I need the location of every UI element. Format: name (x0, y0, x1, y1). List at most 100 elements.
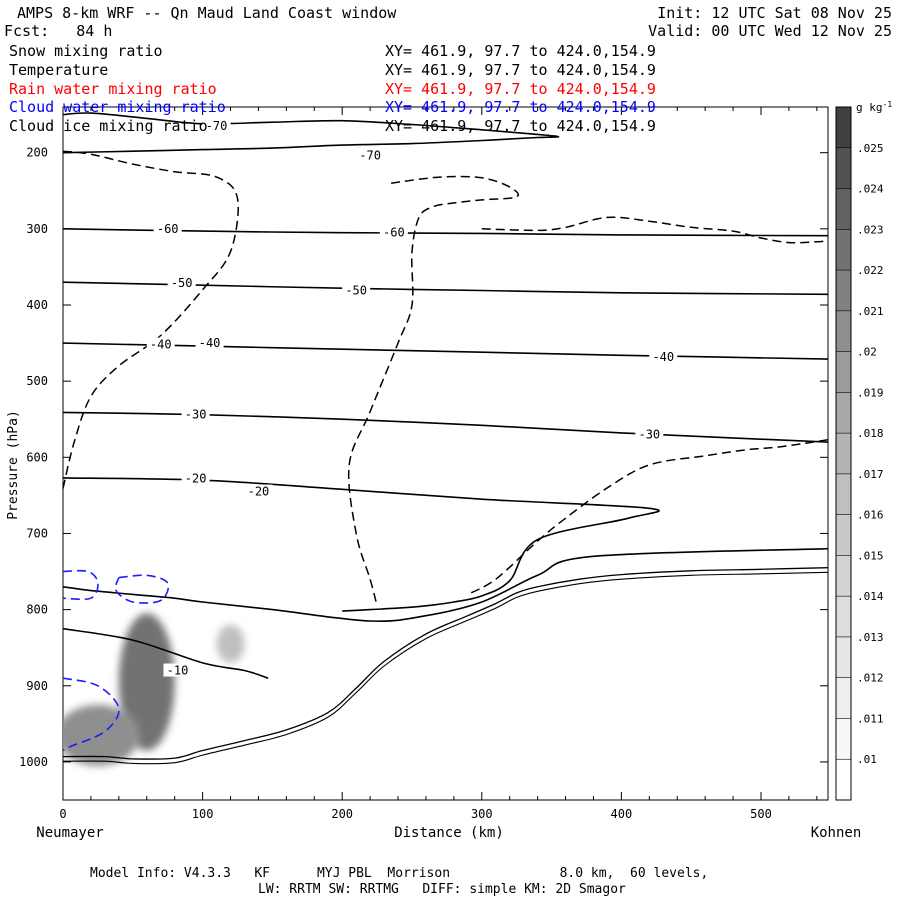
terrain-layer (63, 567, 828, 765)
y-tick-label: 200 (26, 146, 48, 160)
x-tick-label: 500 (750, 807, 772, 821)
contour-label-bg (635, 427, 664, 441)
colorbar-swatch (836, 229, 851, 271)
colorbar-swatch (836, 596, 851, 638)
legend-xy: XY= 461.9, 97.7 to 424.0,154.9 (385, 98, 656, 116)
cloud-water-contour (63, 569, 99, 601)
contour-label-bg (163, 663, 192, 677)
contour-label: -10 (167, 664, 189, 678)
colorbar-tick-label: .013 (857, 631, 884, 644)
x-axis-ticks: 0 100 200 300 400 500 (59, 107, 818, 821)
contour-label: -40 (652, 350, 674, 364)
snow-dashed-contour (481, 216, 828, 244)
y-tick-label: 800 (26, 603, 48, 617)
y-tick-label: 700 (26, 526, 48, 540)
contour-label: -20 (248, 485, 270, 499)
contour-label: -60 (383, 226, 405, 240)
legend-label: Cloud water mixing ratio (9, 98, 226, 116)
y-tick-label: 900 (26, 679, 48, 693)
legend-xy: XY= 461.9, 97.7 to 424.0,154.9 (385, 61, 656, 79)
y-tick-label: 600 (26, 450, 48, 464)
model-info-line2: LW: RRTM SW: RRTMG DIFF: simple KM: 2D S… (258, 882, 626, 897)
left-endpoint-label: Neumayer (36, 825, 103, 841)
colorbar-tick-label: .01 (857, 753, 877, 766)
chart-title: AMPS 8-km WRF -- Qn Maud Land Coast wind… (17, 4, 397, 22)
colorbar-swatch (836, 514, 851, 556)
colorbar-tick-label: .017 (857, 468, 884, 481)
colorbar-swatch (836, 759, 851, 801)
valid-time: Valid: 00 UTC Wed 12 Nov 25 (648, 22, 892, 40)
colorbar-swatch (836, 107, 851, 149)
colorbar-tick-label: .019 (857, 386, 884, 399)
colorbar-tick-label: .021 (857, 305, 884, 318)
plot-frame (62, 106, 829, 801)
contour-labels: -70 -70 -60 -60 -50 -50 -40 -40 -40 -30 -30 -20 -20 -… (146, 119, 678, 678)
legend-label: Cloud ice mixing ratio (9, 117, 208, 135)
x-axis-label: Distance (km) (394, 825, 504, 841)
contour-label-bg (356, 148, 385, 162)
legend-xy: XY= 461.9, 97.7 to 424.0,154.9 (385, 42, 656, 60)
contour-label: -40 (150, 338, 172, 352)
contour-label: -60 (157, 222, 179, 236)
temperature-contour (63, 547, 828, 623)
y-tick-label: 500 (26, 374, 48, 388)
y-axis-ticks: 200 300 400 500 600 700 800 900 1000 (19, 146, 828, 769)
colorbar-unit: g kg-1 (856, 100, 892, 114)
contour-label-bg (244, 484, 273, 498)
contour-label: -20 (185, 472, 207, 486)
init-time: Init: 12 UTC Sat 08 Nov 25 (657, 4, 892, 22)
contour-label-bg (195, 336, 224, 350)
colorbar-tick-label: .024 (857, 183, 884, 196)
terrain-line-lower (63, 571, 828, 765)
right-endpoint-label: Kohnen (811, 825, 862, 841)
colorbar-swatch (836, 351, 851, 393)
colorbar-swatch (836, 718, 851, 760)
colorbar-swatch (836, 147, 851, 190)
contour-label: -30 (185, 408, 207, 422)
colorbar-tick-label: .016 (857, 509, 884, 522)
contour-label: -70 (359, 149, 381, 163)
snow-shade-region (63, 704, 140, 766)
y-axis-label: Pressure (hPa) (6, 410, 21, 520)
x-tick-label: 0 (59, 807, 66, 821)
colorbar-tick-label: .014 (857, 590, 884, 603)
contour-label: -50 (171, 276, 193, 290)
legend-xy: XY= 461.9, 97.7 to 424.0,154.9 (385, 80, 656, 98)
contour-label-bg (146, 337, 175, 351)
cloud-water-contour (63, 677, 120, 752)
contour-label: -30 (638, 427, 660, 441)
cloud-water-contours (63, 569, 170, 752)
contour-label: -40 (199, 336, 221, 350)
snow-dashed-contour (467, 439, 828, 596)
colorbar-tick-label: .023 (857, 223, 884, 236)
y-tick-label: 400 (26, 298, 48, 312)
legend-xy: XY= 461.9, 97.7 to 424.0,154.9 (385, 117, 656, 135)
legend-label: Temperature (9, 61, 109, 79)
colorbar-tick-label: .011 (857, 712, 884, 725)
colorbar-swatch (836, 473, 851, 516)
y-tick-label: 1000 (19, 755, 48, 769)
temperature-contour (63, 228, 828, 237)
contour-label-bg (649, 349, 678, 363)
legend-label: Rain water mixing ratio (9, 80, 217, 98)
temperature-contour (63, 627, 269, 679)
contour-label-bg (181, 407, 210, 421)
colorbar-swatch (836, 636, 851, 679)
cloud-water-contour (114, 574, 170, 604)
contour-label-bg (153, 221, 182, 235)
contour-label-bg (181, 471, 210, 485)
snow-dashed-contour (63, 150, 239, 489)
colorbar-swatch (836, 270, 851, 312)
snow-dashed-contour (347, 175, 520, 606)
x-tick-label: 300 (471, 807, 493, 821)
colorbar-tick-label: .025 (857, 142, 884, 155)
contour-label: -50 (345, 284, 367, 298)
colorbar-tick-label: .018 (857, 427, 884, 440)
contour-label-bg (342, 283, 371, 297)
snow-shade-region (216, 624, 245, 663)
snow-dashed-contours (63, 150, 828, 606)
colorbar-frame (835, 106, 852, 801)
x-tick-label: 100 (192, 807, 214, 821)
x-tick-label: 200 (331, 807, 353, 821)
